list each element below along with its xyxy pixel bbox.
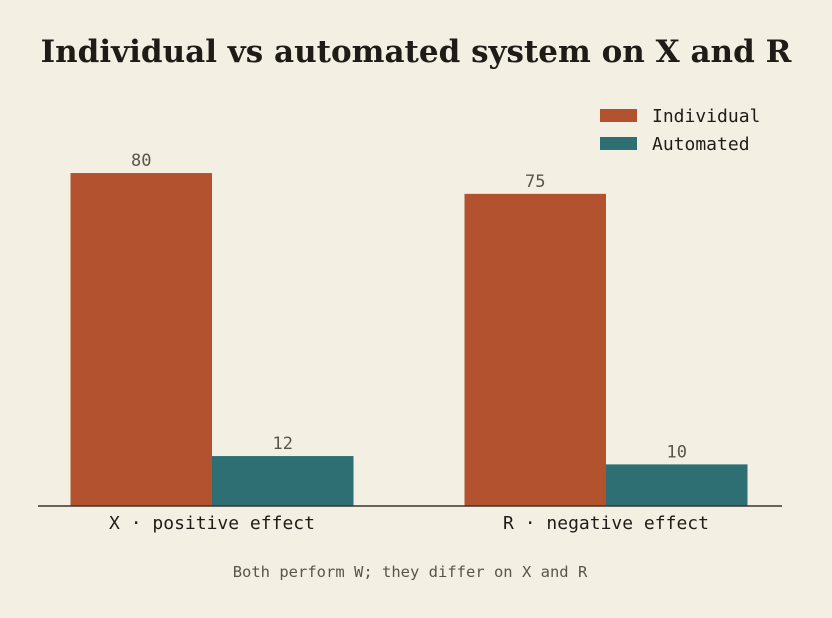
legend: Individual Automated [600,106,760,155]
value-label-individual-1: 80 [131,151,151,171]
bar-individual-2 [464,193,606,506]
bar-individual-1 [70,173,212,507]
legend-swatch-individual [600,109,637,122]
x-tick-labels: X · positive effect R · negative effect [109,513,709,534]
value-labels: 80 12 75 10 [131,151,687,462]
x-tick-label-2: R · negative effect [503,513,709,534]
chart-title: Individual vs automated system on X and … [41,34,792,70]
legend-swatch-automated [600,137,637,150]
x-tick-label-1: X · positive effect [109,513,315,534]
bar-automated-1 [212,456,354,506]
value-label-automated-1: 12 [273,434,293,454]
bars [70,173,748,507]
legend-label-automated: Automated [652,134,750,155]
chart-caption: Both perform W; they differ on X and R [233,563,588,581]
value-label-automated-2: 10 [667,442,687,462]
legend-label-individual: Individual [652,106,760,127]
value-label-individual-2: 75 [525,172,545,192]
bar-automated-2 [606,464,748,506]
